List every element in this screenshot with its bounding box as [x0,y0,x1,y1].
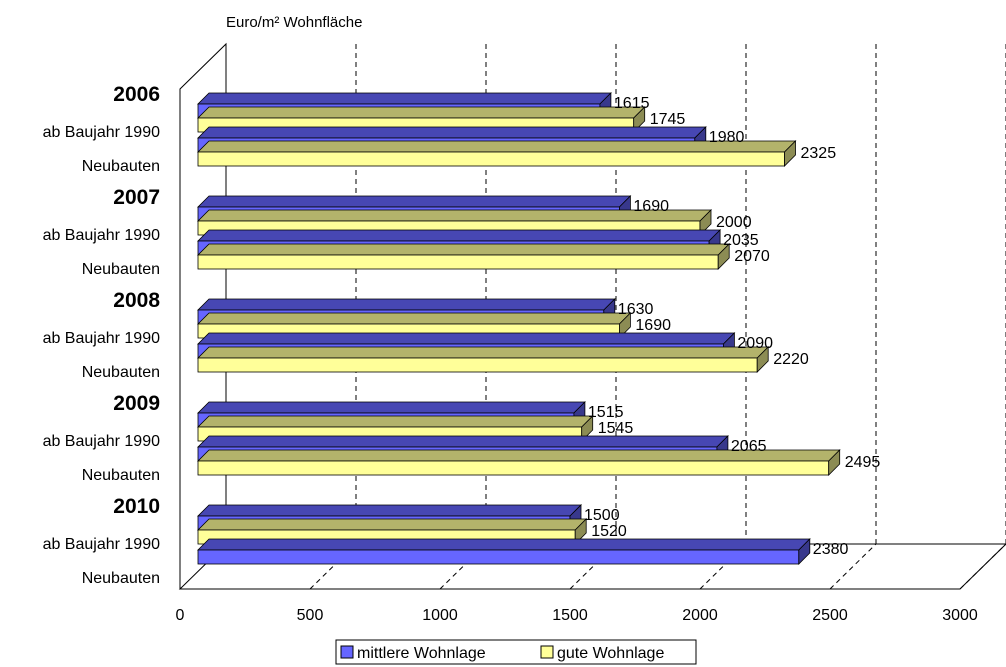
x-tick-label: 0 [176,607,185,624]
category-row-label: Neubauten [82,467,160,484]
category-year-label: 2006 [113,83,160,106]
category-year-label: 2008 [113,289,160,312]
floor-gridline [439,543,487,590]
x-tick-label: 1500 [552,607,588,624]
bar [197,357,758,373]
legend-swatch [340,645,354,659]
data-label: 1615 [614,95,650,112]
category-year-label: 2009 [113,392,160,415]
data-labels: 1615174519802325169020002035207016301690… [584,95,880,558]
data-label: 2065 [731,438,767,455]
category-row-label: Neubauten [82,158,160,175]
category-row-label: Neubauten [82,570,160,587]
bar-top [197,126,707,139]
bar [197,151,785,167]
data-label: 1630 [618,301,654,318]
x-tick-label: 1000 [422,607,458,624]
bar-end [784,140,796,167]
data-label: 1545 [598,420,634,437]
legend-swatch [540,645,554,659]
legend-box [335,639,697,665]
bar-top [197,243,731,256]
category-row-label: Neubauten [82,364,160,381]
data-label: 1520 [591,523,627,540]
bar-top [197,538,811,551]
bar [197,549,800,565]
data-label: 1690 [635,317,671,334]
bar-top [197,298,616,311]
bar [197,460,830,476]
x-tick-label: 2000 [682,607,718,624]
data-label: 2325 [801,145,837,162]
bar-top [197,435,729,448]
data-label: 2000 [716,214,752,231]
bar-top [197,92,612,105]
bar-top [197,140,797,153]
bar [197,254,719,270]
data-label: 2090 [737,335,773,352]
category-row-label: ab Baujahr 1990 [43,433,161,450]
category-labels: 2006 ab Baujahr 1990 Neubauten 2007 ab Bauja… [43,83,161,587]
floor-gridline [699,543,747,590]
category-year-label: 2010 [113,495,160,518]
bar-top [197,106,646,119]
category-row-label: ab Baujahr 1990 [43,536,161,553]
category-row-label: ab Baujahr 1990 [43,227,161,244]
category-year-label: 2007 [113,186,160,209]
legend-label: gute Wohnlage [557,645,664,662]
x-tick-label: 500 [297,607,324,624]
bar-top [197,401,586,414]
x-tick-labels: 0 500 1000 1500 2000 2500 3000 [176,607,978,624]
data-label: 2495 [845,454,881,471]
bar-top [197,415,594,428]
bar-end [756,346,769,373]
category-row-label: ab Baujahr 1990 [43,330,161,347]
bar-top [197,518,588,531]
floor-gridline [959,543,1006,590]
x-tick-label: 2500 [812,607,848,624]
bar-end [798,538,811,565]
data-label: 2220 [773,351,809,368]
unit-label: Euro/m² Wohnfläche [226,14,362,31]
bar-end [828,449,841,476]
floor-gridline [829,543,877,590]
data-label: 2380 [813,541,849,558]
data-label: 2070 [734,248,770,265]
bar-top [197,346,770,359]
data-label: 1500 [584,507,620,524]
bar-top [197,332,736,345]
bar-top [197,504,582,517]
bars [197,92,841,565]
legend: mittlere Wohnlage gute Wohnlage [335,639,697,665]
category-row-label: Neubauten [82,261,160,278]
bar-top [197,195,632,208]
x-tick-label: 3000 [942,607,978,624]
bar-top [197,312,632,325]
category-row-label: ab Baujahr 1990 [43,124,161,141]
bar-end [717,243,730,270]
bar-top [197,229,722,242]
data-label: 1745 [650,111,686,128]
left-wall [179,42,227,589]
legend-label: mittlere Wohnlage [357,645,486,662]
data-label: 1980 [709,129,745,146]
data-label: 1515 [588,404,624,421]
data-label: 2035 [723,232,759,249]
floor-gridline [569,543,617,590]
data-label: 1690 [633,198,669,215]
floor-gridline [309,543,357,590]
